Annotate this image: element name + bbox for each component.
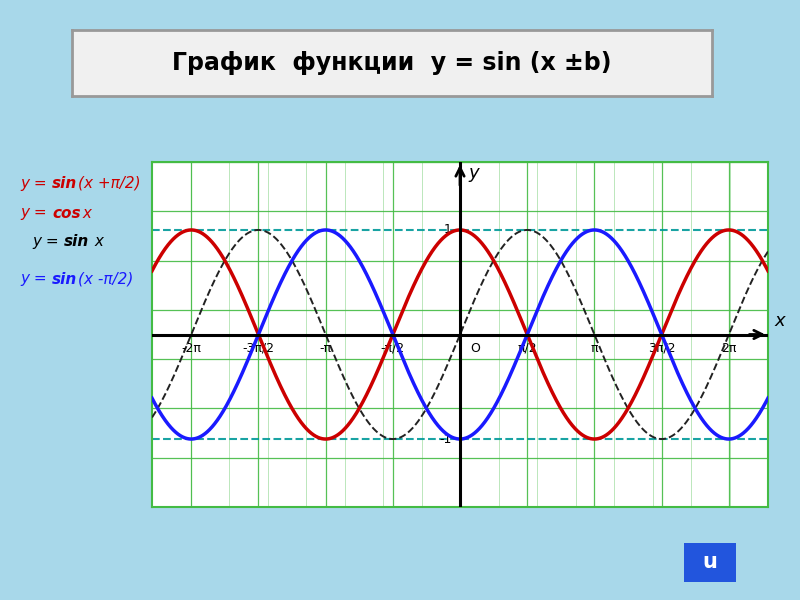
Text: cos: cos xyxy=(52,205,81,220)
Text: -2π: -2π xyxy=(182,342,201,355)
Text: y: y xyxy=(469,164,479,182)
Text: y =: y = xyxy=(20,205,51,220)
Text: (x +π/2): (x +π/2) xyxy=(78,176,141,191)
Text: y =: y = xyxy=(20,176,51,191)
Text: π/2: π/2 xyxy=(518,342,537,355)
Text: -π/2: -π/2 xyxy=(381,342,405,355)
Text: 3π/2: 3π/2 xyxy=(648,342,675,355)
Text: π: π xyxy=(590,342,598,355)
Text: O: O xyxy=(470,342,481,355)
Text: sin: sin xyxy=(64,233,90,248)
Text: -π: -π xyxy=(320,342,332,355)
Text: sin: sin xyxy=(52,271,78,286)
Text: y =: y = xyxy=(32,233,63,248)
Text: 2π: 2π xyxy=(721,342,737,355)
Text: -1: -1 xyxy=(439,433,451,446)
Text: y =: y = xyxy=(20,271,51,286)
Text: -3π/2: -3π/2 xyxy=(242,342,274,355)
Text: 1: 1 xyxy=(443,223,451,236)
Text: x: x xyxy=(78,205,92,220)
Text: (x -π/2): (x -π/2) xyxy=(78,271,134,286)
Text: x: x xyxy=(90,233,104,248)
Text: sin: sin xyxy=(52,176,78,191)
Text: u: u xyxy=(702,553,718,572)
Text: График  функции  y = sin (x ±b): График функции y = sin (x ±b) xyxy=(172,51,612,75)
Text: x: x xyxy=(774,313,785,331)
